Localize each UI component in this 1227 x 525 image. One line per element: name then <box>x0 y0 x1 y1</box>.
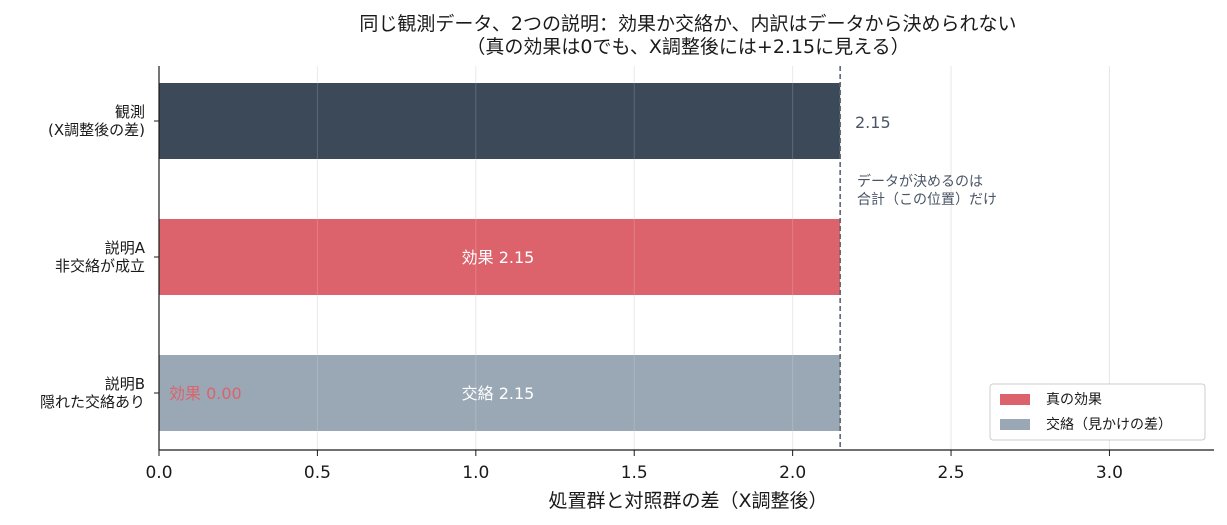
note-line-2: 合計（この位置）だけ <box>857 192 997 208</box>
legend-label-true-effect: 真の効果 <box>1046 392 1102 408</box>
y-tick-label-observed-line2: (X調整後の差) <box>48 121 145 139</box>
chart-title: 同じ観測データ、2つの説明：効果か交絡か、内訳はデータから決められない <box>359 13 1016 35</box>
bar-row1-series0 <box>159 219 841 295</box>
x-tick-label-2: 1.0 <box>462 463 489 483</box>
bar-label-explanation-b-confounding: 交絡 2.15 <box>462 384 535 403</box>
legend-frame <box>989 383 1206 441</box>
note-line-1: データが決めるのは <box>857 173 983 190</box>
x-tick-label-1: 0.5 <box>304 463 331 483</box>
bar-observed <box>159 83 841 159</box>
y-tick-label-explanation-b-line2: 隠れた交絡あり <box>40 393 145 411</box>
x-axis-label: 処置群と対照群の差（X調整後） <box>548 490 827 512</box>
x-tick-label-4: 2.0 <box>779 463 806 483</box>
y-tick-label-observed-line1: 観測 <box>115 103 145 121</box>
x-tick-label-6: 3.0 <box>1096 463 1123 483</box>
bar-label-explanation-b-effect: 効果 0.00 <box>169 384 242 403</box>
bar-row2-series1 <box>159 355 841 431</box>
legend-label-confounding: 交絡（見かけの差） <box>1046 416 1172 433</box>
legend-swatch-true-effect <box>1000 394 1030 405</box>
legend-swatch-confounding <box>1000 419 1030 430</box>
bar-labels: 効果 2.15 交絡 2.15 効果 0.00 <box>169 248 534 403</box>
axes: 0.0 0.5 1.0 1.5 2.0 2.5 3.0 <box>145 66 1214 483</box>
y-tick-label-explanation-a-line2: 非交絡が成立 <box>55 257 145 275</box>
y-tick-labels: 観測 (X調整後の差) 説明A 非交絡が成立 説明B 隠れた交絡あり <box>40 103 146 411</box>
y-tick-label-explanation-b-line1: 説明B <box>105 375 145 393</box>
bars <box>159 66 841 450</box>
chart-subtitle: （真の効果は0でも、X調整後には+2.15に見える） <box>466 36 909 58</box>
bar-label-explanation-a-effect: 効果 2.15 <box>462 248 535 267</box>
x-tick-label-5: 2.5 <box>938 463 965 483</box>
observed-value-label: 2.15 <box>855 113 891 132</box>
x-tick-label-0: 0.0 <box>145 463 172 483</box>
y-tick-label-explanation-a-line1: 説明A <box>105 239 146 257</box>
legend: 真の効果 交絡（見かけの差） <box>989 383 1206 441</box>
x-tick-label-3: 1.5 <box>621 463 648 483</box>
